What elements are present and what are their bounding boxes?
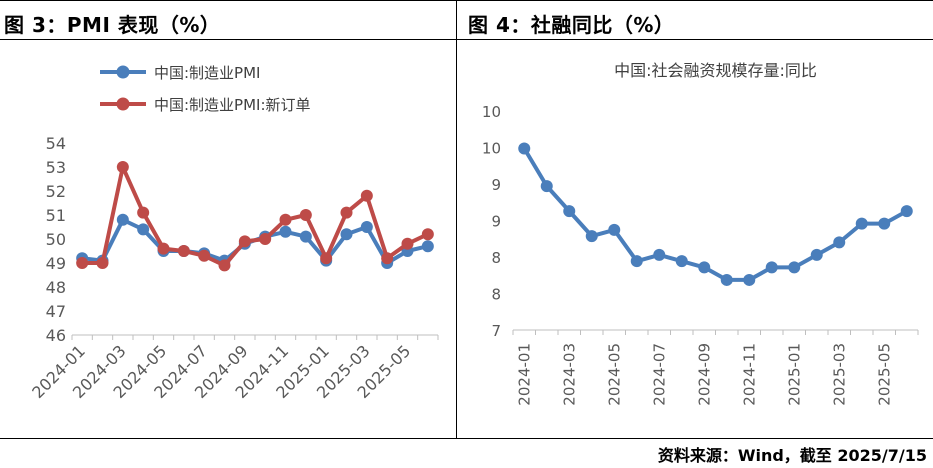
y-tick-label: 52 xyxy=(46,182,66,201)
data-point xyxy=(360,221,373,233)
data-point xyxy=(540,180,553,193)
data-point xyxy=(76,257,89,269)
data-point xyxy=(855,217,868,230)
data-point xyxy=(765,261,778,274)
chart-title-2: 中国:社会融资规模存量:同比 xyxy=(614,61,817,80)
data-point xyxy=(878,217,891,230)
data-point xyxy=(743,273,756,286)
left-panel-title: 图 3：PMI 表现（%） xyxy=(4,13,221,37)
data-point xyxy=(116,213,129,226)
bottom-divider xyxy=(0,438,933,439)
legend-label: 中国:制造业PMI:新订单 xyxy=(154,96,311,114)
y-tick-label: 9 xyxy=(491,213,501,231)
y-tick-label: 54 xyxy=(46,134,66,153)
x-tick-label: 2025-01 xyxy=(786,343,804,406)
x-tick-label: 2024-03 xyxy=(561,343,579,406)
data-point xyxy=(608,223,621,236)
data-point xyxy=(96,257,109,269)
data-point xyxy=(810,248,823,261)
data-point xyxy=(675,255,688,268)
data-point xyxy=(340,228,353,241)
x-tick-label: 2024-07 xyxy=(651,343,669,406)
data-point xyxy=(299,230,312,243)
data-point xyxy=(279,225,292,238)
y-tick-label: 51 xyxy=(46,206,66,225)
series-line-2-1 xyxy=(522,147,908,282)
right-panel-title: 图 4：社融同比（%） xyxy=(468,13,675,37)
legend-label: 中国:制造业PMI xyxy=(154,64,260,82)
data-point xyxy=(177,245,190,257)
data-point xyxy=(421,240,434,253)
data-point xyxy=(116,161,129,173)
y-tick-label: 10 xyxy=(482,140,501,158)
x-tick-label: 2025-05 xyxy=(876,343,894,406)
y-tick-label: 49 xyxy=(46,254,66,273)
x-tick-label: 2025-03 xyxy=(831,343,849,406)
y-tick-label: 50 xyxy=(46,230,66,249)
y-tick-label: 48 xyxy=(46,278,66,297)
data-point xyxy=(788,261,801,274)
y-tick-label: 8 xyxy=(491,249,501,267)
data-point xyxy=(381,252,394,265)
panel-divider xyxy=(456,0,457,438)
data-point xyxy=(320,252,333,265)
title-divider xyxy=(0,39,933,40)
x-tick-label: 2024-11 xyxy=(741,343,759,406)
y-tick-label: 47 xyxy=(46,302,66,321)
y-tick-label: 10 xyxy=(482,103,501,121)
y-tick-label: 8 xyxy=(491,286,501,304)
data-point xyxy=(833,236,846,249)
data-point xyxy=(137,223,150,236)
data-point xyxy=(279,213,292,226)
data-point xyxy=(299,209,312,221)
data-point xyxy=(518,142,531,155)
top-border xyxy=(0,0,933,1)
data-point xyxy=(401,237,414,250)
data-point xyxy=(137,206,150,219)
data-point xyxy=(238,235,251,248)
legend-marker xyxy=(116,65,130,79)
data-point xyxy=(157,242,170,255)
legend-marker xyxy=(116,97,130,111)
data-point xyxy=(900,205,913,218)
x-tick-label: 2024-01 xyxy=(516,343,534,406)
data-point xyxy=(218,259,231,272)
data-point xyxy=(720,273,733,286)
source-note: 资料来源：Wind，截至 2025/7/15 xyxy=(657,446,927,465)
data-point xyxy=(198,249,211,262)
data-point xyxy=(563,205,576,218)
y-tick-label: 7 xyxy=(491,322,501,340)
y-tick-label: 53 xyxy=(46,158,66,177)
data-point xyxy=(698,261,711,274)
data-point xyxy=(585,230,598,243)
series-line-1-2 xyxy=(82,165,429,268)
x-tick-label: 2024-05 xyxy=(606,343,624,406)
y-tick-label: 46 xyxy=(46,326,66,345)
data-point xyxy=(653,248,666,261)
data-point xyxy=(630,255,643,268)
data-point xyxy=(360,189,373,202)
x-tick-label: 2024-09 xyxy=(696,343,714,406)
data-point xyxy=(340,206,353,219)
y-tick-label: 9 xyxy=(491,176,501,194)
data-point xyxy=(421,228,434,241)
data-point xyxy=(259,233,272,245)
